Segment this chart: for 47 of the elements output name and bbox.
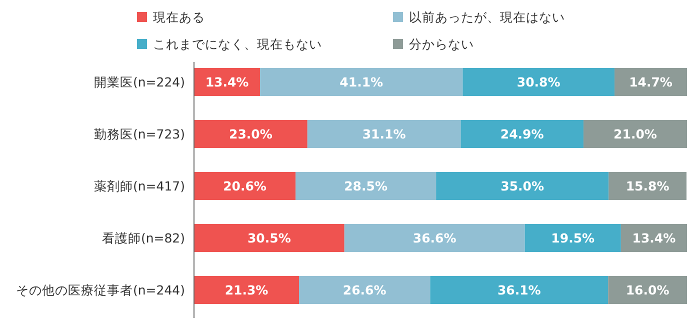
- bar: [344, 224, 525, 252]
- data-label: 21.0%: [614, 126, 658, 142]
- data-label: 36.1%: [497, 282, 542, 298]
- bar: [583, 120, 687, 148]
- bar: [194, 172, 296, 200]
- bar: [307, 120, 461, 148]
- bar: [194, 120, 308, 148]
- bar: [614, 68, 687, 96]
- data-label: 41.1%: [340, 74, 384, 90]
- data-label: 14.7%: [629, 74, 673, 90]
- bar: [462, 68, 615, 96]
- data-label: 13.4%: [632, 230, 676, 246]
- data-label: 20.6%: [223, 178, 267, 194]
- data-label: 15.8%: [626, 178, 670, 194]
- y-tick-label: 看護師(n=82): [102, 230, 185, 246]
- legend-label: 現在ある: [153, 10, 205, 24]
- y-tick-label: 勤務医(n=723): [94, 126, 185, 142]
- bar: [194, 224, 344, 252]
- data-label: 31.1%: [362, 126, 406, 142]
- bar: [460, 120, 584, 148]
- data-label: 13.4%: [205, 74, 250, 90]
- data-label: 23.0%: [229, 126, 273, 142]
- bar: [524, 224, 621, 252]
- data-label: 19.5%: [551, 230, 596, 246]
- data-label: 30.8%: [516, 74, 561, 90]
- data-label: 24.9%: [500, 126, 544, 142]
- bar: [436, 172, 609, 200]
- data-label: 21.3%: [224, 282, 269, 298]
- y-tick-label: 薬剤師(n=417): [94, 178, 185, 194]
- bar: [430, 276, 608, 304]
- data-label: 30.5%: [247, 230, 292, 246]
- bar: [608, 172, 687, 200]
- data-label: 35.0%: [500, 178, 544, 194]
- bar: [194, 276, 300, 304]
- data-label: 26.6%: [342, 282, 387, 298]
- bar: [299, 276, 430, 304]
- bar: [608, 276, 687, 304]
- bar: [296, 172, 436, 200]
- y-tick-label: その他の医療従事者(n=244): [16, 282, 185, 298]
- legend-label: 分からない: [409, 36, 474, 52]
- legend-label: これまでになく、現在もない: [153, 36, 322, 52]
- bar: [260, 68, 463, 96]
- data-label: 16.0%: [626, 282, 670, 298]
- legend-label: 以前あったが、現在はない: [409, 10, 565, 24]
- y-tick-label: 開業医(n=224): [94, 74, 185, 90]
- data-label: 28.5%: [344, 178, 388, 194]
- data-label: 36.6%: [412, 230, 457, 246]
